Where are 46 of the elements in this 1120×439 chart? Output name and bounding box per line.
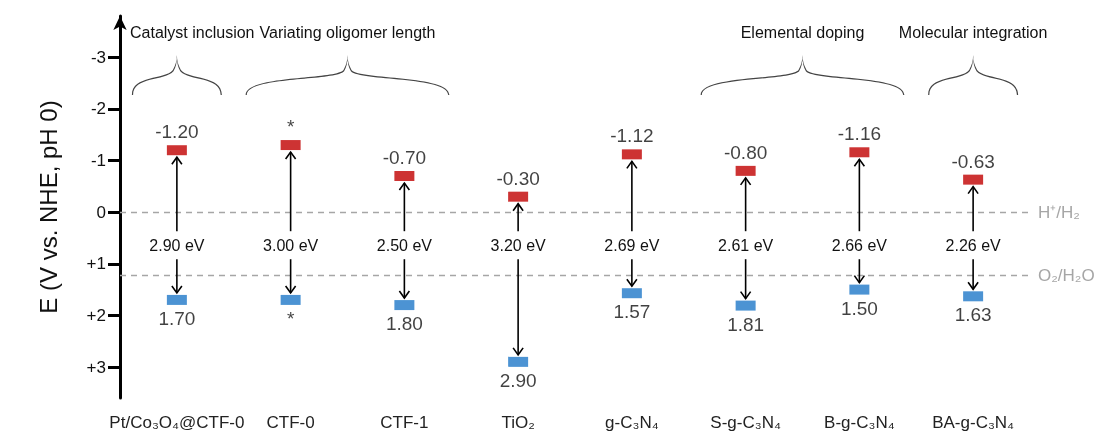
data-label: 2.90: [499, 369, 537, 391]
y-tick-label: -3: [90, 47, 106, 67]
annotation: 2.69 eV: [604, 236, 660, 254]
x-tick-label: Pt/Co₃O₄@CTF-0: [109, 413, 245, 432]
data-label: -1.12: [610, 125, 654, 147]
data-label: 1.81: [727, 313, 765, 335]
data-label: 1.80: [385, 313, 423, 335]
data-label: -0.30: [496, 167, 540, 189]
y-tick-label: -1: [90, 151, 106, 171]
annotation: Molecular integration: [898, 23, 1048, 41]
x-tick-label: B-g-C₃N₄: [824, 413, 895, 432]
y-tick-label: 0: [96, 202, 106, 222]
data-label: 1.50: [840, 297, 878, 319]
y-tick-label: +3: [86, 357, 106, 377]
annotation: Elemental doping: [740, 23, 865, 41]
y-tick-label: -2: [90, 99, 106, 119]
data-label: 1.63: [954, 304, 992, 326]
data-label: 1.57: [613, 301, 651, 323]
annotation: Catalyst inclusion: [130, 23, 255, 41]
ref-line-label: O₂/H₂O: [1038, 266, 1095, 286]
ref-line-label: H⁺/H₂: [1038, 202, 1080, 222]
y-tick-label: +2: [86, 305, 106, 325]
annotation: 2.50 eV: [376, 236, 433, 254]
x-tick-label: S-g-C₃N₄: [710, 413, 781, 432]
data-label: *: [286, 307, 295, 329]
x-tick-label: CTF-0: [266, 413, 315, 432]
y-axis-title: E (V vs. NHE, pH 0): [34, 100, 62, 314]
annotation: 2.90 eV: [149, 236, 205, 254]
annotation: 3.00 eV: [263, 236, 319, 254]
x-tick-label: g-C₃N₄: [605, 413, 659, 432]
annotation: 2.26 eV: [945, 236, 1002, 254]
data-label: 1.70: [158, 307, 196, 329]
annotation: 2.66 eV: [831, 236, 888, 254]
data-label: -0.80: [723, 141, 768, 163]
y-tick-label: +1: [86, 254, 106, 274]
data-label: *: [286, 116, 295, 138]
x-tick-label: BA-g-C₃N₄: [932, 413, 1015, 432]
annotation: 2.61 eV: [718, 236, 774, 254]
x-tick-label: TiO₂: [501, 413, 535, 432]
data-label: -1.20: [155, 121, 199, 143]
x-tick-label: CTF-1: [380, 413, 429, 432]
data-label: -0.70: [382, 147, 427, 169]
annotation: 3.20 eV: [490, 236, 547, 254]
data-label: -1.16: [837, 123, 882, 145]
data-label: -0.63: [951, 150, 995, 172]
annotation: Variating oligomer length: [259, 23, 436, 41]
